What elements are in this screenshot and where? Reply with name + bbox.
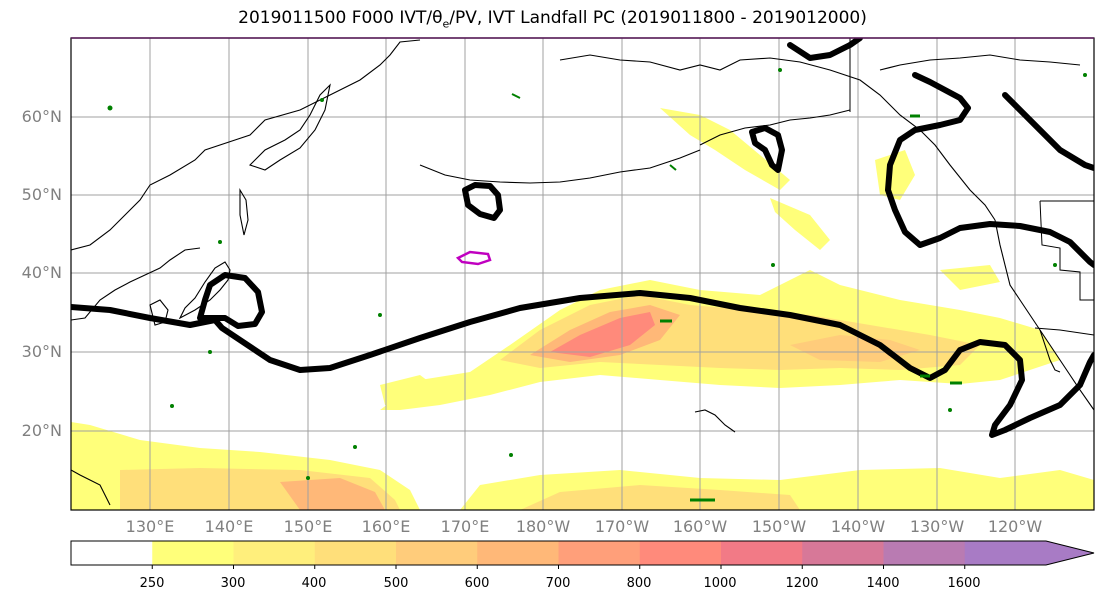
coast-sakhalin [239,188,249,236]
coast-hawaii [694,409,736,433]
colorbar-label-400: 400 [301,576,327,591]
border-us-mexico [1034,327,1094,336]
colorbar-label-300: 300 [220,576,246,591]
lon-label-170w: 170°W [594,517,650,536]
colorbar-label-500: 500 [383,576,409,591]
graticule [71,38,1094,510]
ivt-river-core [550,312,655,357]
ivt-canada [875,150,915,200]
ivt-patch-w [380,375,440,405]
map-title: 2019011500 F000 IVT/θe/PV, IVT Landfall … [238,8,867,31]
coast-na-west [994,219,1094,411]
lon-label-120w: 120°W [987,517,1043,536]
colorbar-outline [70,540,1095,566]
coastlines [71,39,1094,506]
colorbar-label-700: 700 [545,576,571,591]
lon-label-160e: 160°E [361,517,411,536]
coast-canada-arctic [879,54,1081,71]
colorbar-label-600: 600 [464,576,490,591]
pv-green-7 [669,164,677,171]
lat-label-20n: 20°N [21,421,62,440]
colorbar-ticks [151,565,966,569]
colorbar-label-1200: 1200 [785,576,819,591]
lon-label-160w: 160°W [672,517,728,536]
lon-label-150e: 150°E [283,517,333,536]
pv-contours [455,93,962,502]
coast-baja [1039,329,1061,373]
ivt-pc-contours [71,38,1094,438]
coast-aleutians [419,149,701,184]
colorbar-label-1000: 1000 [703,576,737,591]
lon-label-170e: 170°E [440,517,490,536]
ivt-patch-e [940,265,1000,290]
lat-label-50n: 50°N [21,185,62,204]
colorbar-cell-500 [396,541,478,565]
pv-green-4 [511,93,521,99]
colorbar-cell-below [71,541,153,565]
pv-magenta-contour [455,250,492,266]
ivt-shading [71,108,1094,510]
pv-dot-g [509,453,513,457]
ivt-alaska [660,108,790,190]
ivt-gulf [770,198,830,250]
pv-green-dots [107,68,1087,480]
ivt-pc-north-east [787,38,863,61]
pv-dot-c [208,350,212,354]
ivt-band-tropical-east-inner [520,485,800,510]
colorbar-label-1400: 1400 [866,576,900,591]
lat-label-60n: 60°N [21,107,62,126]
borders [849,38,1094,336]
pv-dot-j [1083,73,1087,77]
pv-dot-l [306,476,310,480]
lon-label-150w: 150°W [751,517,807,536]
pv-dot-n [170,404,174,408]
pv-dot-f [353,445,357,449]
coast-kamchatka [248,83,331,171]
pv-dot-k [778,68,782,72]
colorbar-cell-1200 [802,541,884,565]
coast-asia [71,39,421,251]
coast-alaska-pen [699,109,851,146]
colorbar-cell-250 [152,541,234,565]
pv-dot-d [378,313,382,317]
ivt-pc-alaska [749,125,785,173]
colorbar-cell-1000 [721,541,803,565]
coast-philippines [71,469,111,506]
lon-label-140e: 140°E [204,517,254,536]
lon-label-180w: 180°W [515,517,571,536]
border-states [1039,200,1094,301]
colorbar-cells [71,541,1094,565]
ivt-pc-north-pacific [462,182,503,221]
coast-alaska [559,54,996,221]
colorbar-cell-600 [477,541,559,565]
ivt-pc-rockies [1002,92,1094,171]
lat-label-30n: 30°N [21,342,62,361]
colorbar-label-1600: 1600 [947,576,981,591]
pv-dot-a [107,105,113,111]
ivt-pc-canada-coast [885,72,1094,268]
ivt-pc-main [71,290,1094,438]
lon-label-130e: 130°E [125,517,175,536]
pv-dot-i [1053,263,1057,267]
colorbar-label-800: 800 [626,576,652,591]
ivt-band-tropical-core [280,478,385,510]
lon-label-140w: 140°W [830,517,886,536]
pv-dot-m [948,408,952,412]
colorbar-cell-700 [558,541,641,565]
colorbar-cell-400 [314,541,397,565]
pv-dot-b [320,98,324,102]
lon-label-130w: 130°W [909,517,965,536]
colorbar-cell-1400 [883,541,966,565]
ivt-pc-japan [197,272,265,329]
colorbar-cell-800 [639,541,722,565]
colorbar-label-250: 250 [139,576,165,591]
pv-dot-e [218,240,222,244]
pv-dot-h [771,263,775,267]
lat-label-40n: 40°N [21,263,62,282]
colorbar-cell-1600 [964,541,1094,565]
colorbar-cell-300 [233,541,316,565]
ivt-river-east-core [790,335,920,362]
